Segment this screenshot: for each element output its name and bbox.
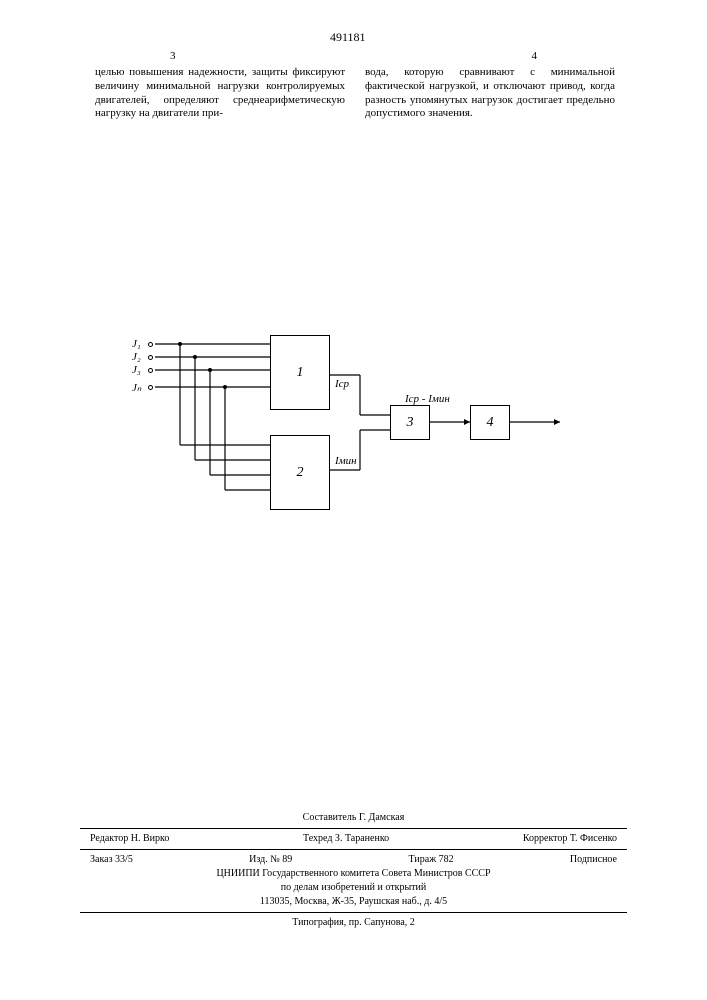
footer-compiler: Составитель Г. Дамская [80, 811, 627, 825]
footer-printer: Типография, пр. Сапунова, 2 [80, 916, 627, 930]
signal-icp: Iср [335, 378, 349, 390]
block-2: 2 [270, 435, 330, 510]
footer-techred: Техред З. Тараненко [303, 832, 389, 846]
footer-address: 113035, Москва, Ж-35, Раушская наб., д. … [80, 895, 627, 909]
page-number-left: 3 [170, 50, 176, 62]
diagram-wires [130, 330, 580, 530]
document-number: 491181 [330, 30, 366, 45]
footer-corrector: Корректор Т. Фисенко [523, 832, 617, 846]
block-1: 1 [270, 335, 330, 410]
footer-block: Составитель Г. Дамская Редактор Н. Вирко… [80, 811, 627, 930]
right-column-text: вода, которую сравнивают с минимальной ф… [365, 66, 615, 121]
input-label-j1: J₁ [132, 338, 141, 350]
footer-org1: ЦНИИПИ Государственного комитета Совета … [80, 867, 627, 881]
page-number-right: 4 [532, 50, 538, 62]
input-terminal [148, 342, 153, 347]
footer-order: Заказ 33/5 [90, 853, 133, 867]
input-label-jn: Jₙ [132, 381, 141, 394]
signal-diff: Iср - Iмин [405, 393, 450, 405]
signal-imin: Iмин [335, 455, 357, 467]
block-diagram: J₁ J₂ J₃ Jₙ 1 2 3 4 Iср Iмин Iср - Iмин [130, 330, 580, 530]
footer-org2: по делам изобретений и открытий [80, 881, 627, 895]
input-terminal [148, 368, 153, 373]
left-column-text: целью повышения надежности, защиты фикси… [95, 66, 345, 121]
block-3: 3 [390, 405, 430, 440]
block-4: 4 [470, 405, 510, 440]
footer-tirazh: Тираж 782 [409, 853, 454, 867]
footer-izd: Изд. № 89 [249, 853, 292, 867]
input-terminal [148, 355, 153, 360]
input-label-j2: J₂ [132, 351, 141, 363]
footer-editor: Редактор Н. Вирко [90, 832, 169, 846]
footer-podpisnoe: Подписное [570, 853, 617, 867]
input-terminal [148, 385, 153, 390]
input-label-j3: J₃ [132, 364, 141, 376]
